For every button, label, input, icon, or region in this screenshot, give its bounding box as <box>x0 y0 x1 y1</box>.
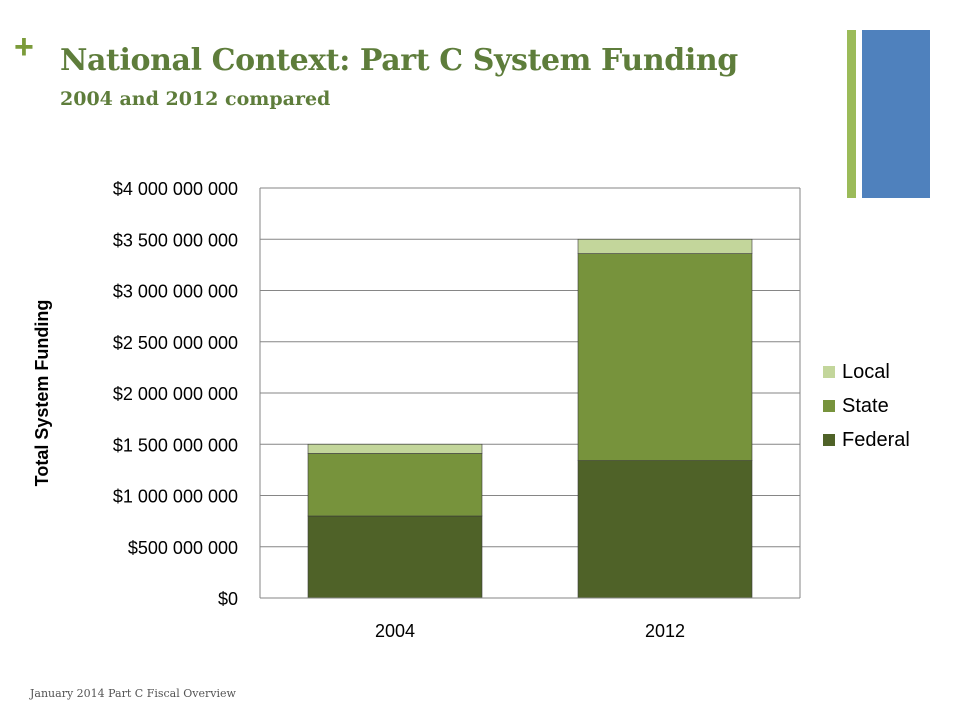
bar-state-2012 <box>577 253 753 461</box>
legend-item-local: Local <box>823 361 890 383</box>
x-tick-label: 2004 <box>375 621 415 641</box>
y-tick-label: $2 500 000 000 <box>113 333 238 353</box>
y-tick-label: $2 000 000 000 <box>113 384 238 404</box>
y-tick-label: $1 000 000 000 <box>113 487 238 507</box>
y-tick-label: $500 000 000 <box>128 538 238 558</box>
accent-bar-green <box>847 30 856 198</box>
bar-federal-2004 <box>307 515 483 599</box>
bar-local-2012 <box>577 238 753 254</box>
legend-label: State <box>842 395 889 417</box>
y-tick-label: $0 <box>218 589 238 609</box>
legend-label: Federal <box>842 429 910 451</box>
footer-text: January 2014 Part C Fiscal Overview <box>30 687 236 700</box>
legend-label: Local <box>842 361 890 383</box>
bar-federal-2012 <box>577 460 753 599</box>
legend-item-state: State <box>823 395 889 417</box>
legend-swatch <box>823 366 835 378</box>
y-tick-label: $4 000 000 000 <box>113 179 238 199</box>
bar-state-2004 <box>307 453 483 517</box>
y-tick-label: $1 500 000 000 <box>113 435 238 455</box>
accent-bar-blue <box>862 30 930 198</box>
legend-swatch <box>823 400 835 412</box>
x-tick-label: 2012 <box>645 621 685 641</box>
bar-local-2004 <box>307 443 483 454</box>
y-tick-label: $3 500 000 000 <box>113 230 238 250</box>
legend-item-federal: Federal <box>823 429 910 451</box>
y-axis-label: Total System Funding <box>32 300 52 487</box>
legend-swatch <box>823 434 835 446</box>
plus-icon: + <box>14 28 34 66</box>
slide-subtitle: 2004 and 2012 compared <box>60 88 331 110</box>
y-tick-label: $3 000 000 000 <box>113 282 238 302</box>
slide-title: National Context: Part C System Funding <box>60 43 738 78</box>
